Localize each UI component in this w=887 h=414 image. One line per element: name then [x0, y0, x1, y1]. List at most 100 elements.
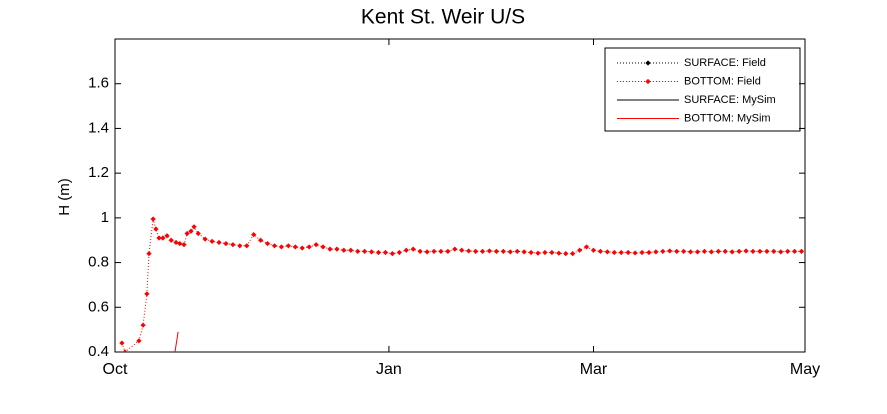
data-point	[195, 230, 201, 237]
data-point	[396, 249, 402, 256]
data-point	[778, 249, 784, 255]
data-point	[150, 216, 156, 222]
data-point	[466, 248, 472, 254]
y-tick-label: 1	[101, 209, 109, 226]
data-point	[368, 249, 375, 255]
data-point	[244, 243, 250, 249]
data-point	[320, 244, 326, 250]
data-point	[452, 246, 458, 252]
data-point	[701, 248, 708, 254]
data-point	[424, 249, 430, 255]
legend-box	[604, 47, 801, 132]
data-point	[611, 249, 617, 256]
data-point	[230, 242, 236, 248]
data-point	[389, 251, 395, 257]
data-point	[184, 230, 190, 237]
data-point	[521, 249, 527, 255]
data-point	[146, 251, 152, 257]
data-point	[750, 248, 756, 254]
data-point	[771, 248, 777, 254]
data-point	[264, 240, 271, 247]
x-tick-label: May	[790, 361, 820, 378]
data-point	[188, 228, 194, 234]
data-point	[216, 239, 222, 246]
data-point	[646, 249, 652, 256]
data-point	[798, 248, 805, 254]
legend-marker	[645, 60, 651, 66]
data-point	[278, 244, 285, 250]
data-point	[410, 246, 416, 252]
data-point	[251, 232, 257, 238]
data-point	[327, 246, 333, 252]
data-point	[438, 248, 444, 254]
legend-label: SURFACE: MySim	[684, 94, 776, 106]
data-point	[729, 249, 735, 255]
data-point	[403, 247, 409, 253]
data-point	[177, 240, 183, 247]
data-point	[237, 243, 243, 249]
data-point	[493, 248, 500, 254]
data-point	[168, 237, 174, 243]
y-tick-label: 0.6	[88, 298, 109, 315]
data-point	[258, 237, 264, 243]
data-point	[473, 248, 479, 254]
data-point	[785, 248, 791, 254]
data-point	[757, 248, 763, 254]
plot	[119, 216, 805, 352]
data-point	[144, 291, 150, 297]
data-point	[202, 236, 208, 242]
data-point	[173, 239, 179, 246]
data-point	[382, 249, 389, 256]
data-point	[597, 248, 604, 254]
data-point	[417, 248, 423, 254]
data-point	[191, 224, 197, 230]
data-point	[653, 249, 659, 255]
data-point	[140, 322, 146, 328]
data-point	[625, 249, 631, 256]
data-point	[667, 248, 673, 254]
data-point	[209, 238, 215, 244]
data-point	[743, 248, 749, 254]
data-point	[736, 248, 742, 254]
data-point	[618, 249, 624, 256]
data-point	[687, 249, 694, 255]
data-point	[375, 249, 382, 256]
data-point	[136, 338, 142, 344]
data-point	[535, 250, 541, 256]
data-point	[556, 250, 562, 256]
data-point	[341, 247, 347, 253]
legend: SURFACE: Field BOTTOM: Field SURFACE: MySi…	[604, 47, 801, 132]
data-point	[156, 235, 162, 241]
data-point	[299, 245, 305, 251]
legend-label: SURFACE: Field	[684, 57, 766, 69]
data-point	[313, 242, 319, 248]
data-point	[306, 244, 312, 250]
data-point	[223, 240, 229, 247]
chart-title: Kent St. Weir U/S	[361, 6, 525, 29]
data-point	[660, 248, 666, 254]
data-point	[431, 248, 437, 254]
data-point	[285, 243, 291, 249]
data-point	[507, 249, 513, 255]
data-point	[708, 249, 714, 255]
data-point	[181, 242, 187, 248]
data-point	[715, 248, 721, 254]
data-point	[674, 248, 680, 254]
data-point	[577, 247, 583, 253]
data-point	[632, 250, 638, 256]
data-point	[459, 247, 465, 253]
x-tick-label: Mar	[580, 361, 608, 378]
data-point	[160, 235, 166, 241]
data-point	[479, 248, 486, 254]
data-point	[590, 247, 597, 253]
data-point	[604, 249, 610, 255]
legend-marker	[645, 78, 651, 85]
data-point	[681, 248, 687, 254]
y-axis-label: H (m)	[56, 178, 73, 216]
data-point	[355, 248, 361, 254]
data-point	[542, 249, 548, 256]
y-tick-label: 1.6	[88, 75, 109, 92]
y-tick-label: 1.4	[88, 119, 109, 136]
data-point	[500, 248, 506, 254]
